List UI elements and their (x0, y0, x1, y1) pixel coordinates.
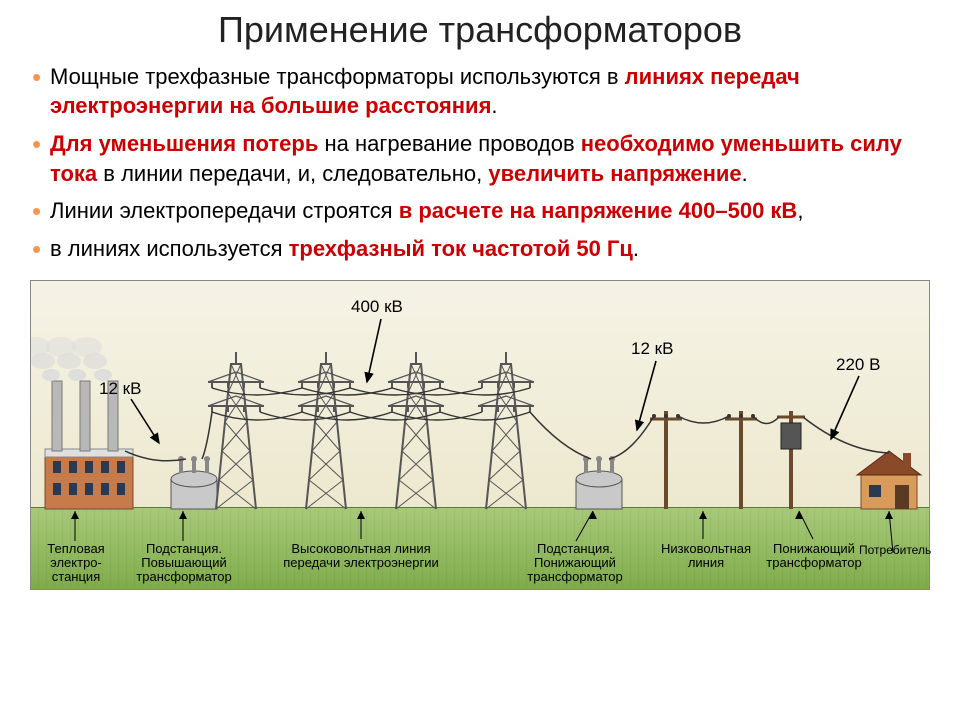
label-stepdown-transformer: Понижающийтрансформатор (759, 542, 869, 571)
transmission-diagram: 12 кВ 400 кВ 12 кВ 220 В Тепловаяэлектро… (30, 280, 930, 590)
label-substation-up: Подстанция.Повышающийтрансформатор (129, 542, 239, 585)
label-high-voltage-line: Высоковольтная линияпередачи электроэнер… (261, 542, 461, 571)
label-12kv-b: 12 кВ (631, 339, 673, 359)
label-substation-down: Подстанция.Понижающийтрансформатор (511, 542, 639, 585)
bullet-item: в линиях используется трехфазный ток час… (30, 234, 930, 264)
bullet-item: Линии электропередачи строятся в расчете… (30, 196, 930, 226)
page-title: Применение трансформаторов (30, 10, 930, 50)
label-220v: 220 В (836, 355, 880, 375)
bullet-item: Для уменьшения потерь на нагревание пров… (30, 129, 930, 188)
label-plant: Тепловаяэлектро-станция (37, 542, 115, 585)
label-consumer: Потребитель (859, 544, 931, 557)
diagram-container: 12 кВ 400 кВ 12 кВ 220 В Тепловаяэлектро… (30, 280, 930, 590)
bullet-list: Мощные трехфазные трансформаторы использ… (30, 62, 930, 264)
label-400kv: 400 кВ (351, 297, 403, 317)
bullet-item: Мощные трехфазные трансформаторы использ… (30, 62, 930, 121)
label-12kv-a: 12 кВ (99, 379, 141, 399)
label-low-voltage-line: Низковольтнаялиния (651, 542, 761, 571)
